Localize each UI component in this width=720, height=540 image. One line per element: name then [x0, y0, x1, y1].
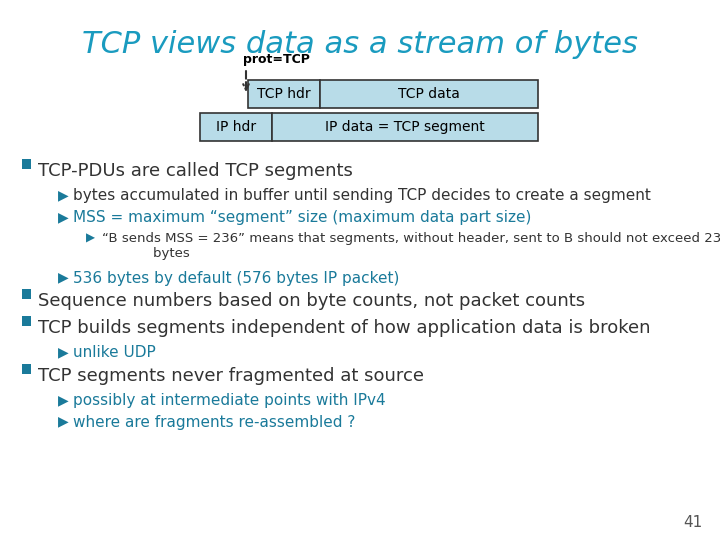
- Text: ▶: ▶: [86, 232, 95, 245]
- Bar: [22, 316, 31, 326]
- Text: IP data = TCP segment: IP data = TCP segment: [325, 120, 485, 134]
- Text: ▶: ▶: [58, 210, 68, 224]
- Text: possibly at intermediate points with IPv4: possibly at intermediate points with IPv…: [73, 393, 386, 408]
- Text: “B sends MSS = 236” means that segments, without header, sent to B should not ex: “B sends MSS = 236” means that segments,…: [102, 232, 720, 260]
- Text: ▶: ▶: [58, 415, 68, 429]
- Bar: [272, 113, 538, 141]
- Text: TCP hdr: TCP hdr: [257, 87, 311, 101]
- Text: ▶: ▶: [58, 188, 68, 202]
- Text: TCP views data as a stream of bytes: TCP views data as a stream of bytes: [82, 30, 638, 59]
- Text: bytes accumulated in buffer until sending TCP decides to create a segment: bytes accumulated in buffer until sendin…: [73, 188, 652, 204]
- Text: 41: 41: [683, 515, 702, 530]
- Text: TCP segments never fragmented at source: TCP segments never fragmented at source: [38, 367, 424, 384]
- Bar: [22, 364, 31, 374]
- Text: where are fragments re-assembled ?: where are fragments re-assembled ?: [73, 415, 356, 430]
- Text: TCP-PDUs are called TCP segments: TCP-PDUs are called TCP segments: [38, 162, 353, 180]
- Bar: [22, 159, 31, 169]
- Text: MSS = maximum “segment” size (maximum data part size): MSS = maximum “segment” size (maximum da…: [73, 210, 532, 225]
- Text: ▶: ▶: [58, 345, 68, 359]
- Bar: [248, 80, 320, 108]
- Text: TCP builds segments independent of how application data is broken: TCP builds segments independent of how a…: [38, 319, 651, 336]
- Bar: [22, 289, 31, 299]
- Text: 536 bytes by default (576 bytes IP packet): 536 bytes by default (576 bytes IP packe…: [73, 271, 400, 286]
- Text: ▶: ▶: [58, 271, 68, 285]
- Bar: [200, 113, 272, 141]
- Text: unlike UDP: unlike UDP: [73, 345, 156, 360]
- Text: ▶: ▶: [58, 393, 68, 407]
- Text: TCP data: TCP data: [398, 87, 460, 101]
- Text: Sequence numbers based on byte counts, not packet counts: Sequence numbers based on byte counts, n…: [38, 292, 585, 310]
- Text: IP hdr: IP hdr: [216, 120, 256, 134]
- Bar: [320, 80, 538, 108]
- Text: prot=TCP: prot=TCP: [243, 53, 310, 66]
